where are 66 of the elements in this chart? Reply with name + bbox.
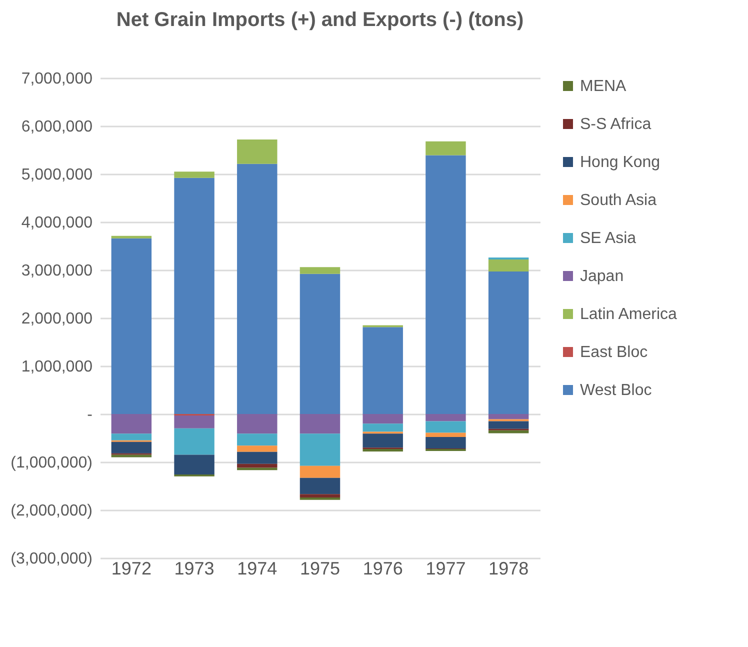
bar xyxy=(237,446,278,452)
legend-label: Latin America xyxy=(580,306,678,323)
bar xyxy=(488,421,529,429)
bar xyxy=(300,434,340,466)
bar xyxy=(174,454,214,474)
bar xyxy=(237,452,278,464)
bar xyxy=(300,267,340,274)
bar xyxy=(300,274,340,414)
bar xyxy=(111,434,152,440)
y-tick-label: 4,000,000 xyxy=(21,214,93,232)
bar xyxy=(111,414,152,434)
x-tick-label: 1972 xyxy=(111,558,152,578)
bar xyxy=(237,464,278,468)
legend-label: South Asia xyxy=(580,192,657,209)
chart-title: Net Grain Imports (+) and Exports (-) (tons) xyxy=(116,9,524,31)
bar xyxy=(174,428,214,455)
y-tick-label: 5,000,000 xyxy=(21,166,93,184)
x-tick-label: 1978 xyxy=(488,558,529,578)
bar xyxy=(111,236,152,238)
bar xyxy=(174,172,214,178)
bar xyxy=(488,414,529,420)
y-tick-label: (3,000,000) xyxy=(10,550,92,568)
legend-label: East Bloc xyxy=(580,344,648,361)
x-tick-label: 1977 xyxy=(426,558,466,578)
bar xyxy=(426,141,466,156)
bar xyxy=(300,478,340,494)
x-tick-label: 1973 xyxy=(174,558,214,578)
legend-label: Hong Kong xyxy=(580,154,660,171)
bar xyxy=(174,178,214,414)
x-tick-label: 1976 xyxy=(362,558,403,578)
bar xyxy=(237,164,278,414)
y-tick-label: (1,000,000) xyxy=(10,454,92,472)
x-tick-label: 1974 xyxy=(237,558,278,578)
bar xyxy=(237,434,278,446)
legend-label: West Bloc xyxy=(580,382,652,399)
bar xyxy=(362,434,403,448)
bar xyxy=(111,238,152,414)
y-tick-label: 7,000,000 xyxy=(21,70,93,88)
bar xyxy=(300,466,340,478)
bar xyxy=(362,424,403,432)
y-tick-label: 1,000,000 xyxy=(21,358,93,376)
bar xyxy=(488,271,529,414)
bar xyxy=(174,415,214,428)
y-tick-label: 2,000,000 xyxy=(21,310,93,328)
legend-label: MENA xyxy=(580,78,627,95)
bar xyxy=(237,414,278,434)
legend-label: S-S Africa xyxy=(580,116,652,133)
bar xyxy=(426,437,466,449)
y-tick-label: 6,000,000 xyxy=(21,118,93,136)
bar xyxy=(111,442,152,454)
bar xyxy=(362,414,403,424)
x-tick-label: 1975 xyxy=(300,558,340,578)
legend-label: Japan xyxy=(580,268,624,285)
y-tick-label: 3,000,000 xyxy=(21,262,93,280)
bar xyxy=(362,327,403,414)
bar xyxy=(488,259,529,272)
bar xyxy=(300,494,340,498)
y-tick-label: (2,000,000) xyxy=(10,502,92,520)
bar xyxy=(237,139,278,164)
legend-label: SE Asia xyxy=(580,230,636,247)
bar xyxy=(426,155,466,414)
bar xyxy=(426,432,466,438)
bar xyxy=(300,414,340,434)
bar xyxy=(426,414,466,422)
y-tick-label: - xyxy=(87,406,92,424)
bar xyxy=(426,421,466,433)
